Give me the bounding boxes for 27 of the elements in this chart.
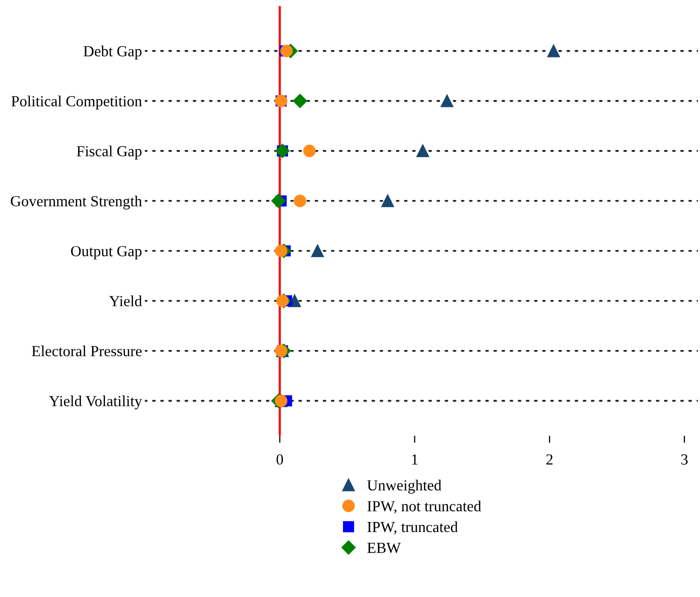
x-tick-label: 2: [546, 454, 553, 464]
point: [271, 194, 286, 208]
point: [274, 244, 288, 258]
point: [276, 294, 289, 308]
y-tick-label: Yield: [109, 296, 142, 306]
y-tick-label: Political Competition: [11, 96, 142, 110]
y-tick-label: Government Strength: [10, 196, 142, 210]
point: [303, 144, 316, 158]
legend-label: EBW: [367, 542, 401, 554]
legend-label: IPW, not truncated: [367, 500, 482, 514]
point: [440, 94, 454, 108]
point: [381, 194, 394, 208]
point: [547, 44, 560, 58]
y-tick-label: Fiscal Gap: [76, 146, 142, 160]
y-tick-label: Electoral Pressure: [32, 346, 142, 356]
point: [294, 194, 306, 208]
legend-label: Unweighted: [367, 480, 442, 494]
legend-label: IPW, truncated: [367, 521, 458, 534]
x-tick-label: 0: [276, 454, 284, 465]
y-tick-label: Output Gap: [71, 246, 142, 260]
y-tick-label: Debt Gap: [84, 46, 142, 60]
x-tick-label: 3: [681, 454, 688, 465]
point: [416, 144, 429, 158]
point: [311, 244, 324, 258]
y-tick-label: Yield Volatility: [49, 396, 142, 410]
point: [292, 94, 308, 108]
x-tick-label: 1: [412, 454, 418, 464]
